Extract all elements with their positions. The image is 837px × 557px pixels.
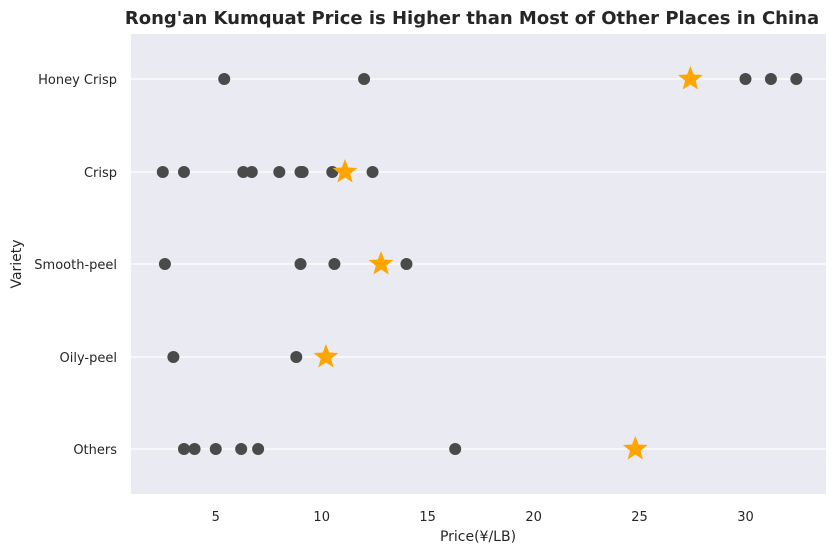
scatter-point xyxy=(273,166,286,178)
y-tick-label: Smooth-peel xyxy=(34,258,117,273)
y-tick-label: Others xyxy=(73,443,117,458)
scatter-point xyxy=(739,73,752,85)
y-tick-label: Oily-peel xyxy=(60,351,117,366)
scatter-point xyxy=(167,351,180,363)
y-tick-label: Honey Crisp xyxy=(38,73,117,88)
scatter-point xyxy=(209,443,222,455)
x-tick-label: 25 xyxy=(631,510,648,525)
scatter-point xyxy=(237,166,250,178)
highlight-star-point xyxy=(368,251,394,275)
scatter-point xyxy=(245,166,258,178)
scatter-point xyxy=(790,73,803,85)
scatter-point xyxy=(252,443,265,455)
scatter-point xyxy=(366,166,379,178)
highlight-star-point xyxy=(622,436,648,460)
data-points xyxy=(156,66,803,460)
highlight-star-point xyxy=(313,344,339,368)
y-axis-label: Variety xyxy=(9,239,25,288)
x-tick-label: 5 xyxy=(212,510,220,525)
highlight-star-point xyxy=(678,66,703,90)
scatter-point xyxy=(188,443,201,455)
chart-title: Rong'an Kumquat Price is Higher than Mos… xyxy=(125,8,819,29)
scatter-point xyxy=(235,443,248,455)
scatter-point xyxy=(294,258,307,270)
y-tick-label: Crisp xyxy=(84,166,117,181)
x-tick-label: 20 xyxy=(525,510,542,525)
highlight-star-point xyxy=(332,159,358,183)
scatter-point xyxy=(400,258,413,270)
scatter-point xyxy=(218,73,231,85)
scatter-point xyxy=(177,166,190,178)
scatter-point xyxy=(290,351,303,363)
scatter-point xyxy=(158,258,171,270)
scatter-point xyxy=(177,443,190,455)
scatter-point xyxy=(358,73,371,85)
x-tick-label: 15 xyxy=(419,510,436,525)
scatter-point xyxy=(328,258,341,270)
x-axis-label: Price(¥/LB) xyxy=(440,529,516,545)
x-axis-ticks: 5 10 15 20 25 30 xyxy=(212,510,754,525)
y-axis-ticks: Honey Crisp Crisp Smooth-peel Oily-peel Othe… xyxy=(34,73,117,458)
scatter-point xyxy=(764,73,777,85)
scatter-point xyxy=(449,443,462,455)
x-tick-label: 30 xyxy=(737,510,754,525)
scatter-point xyxy=(296,166,309,178)
x-tick-label: 10 xyxy=(313,510,330,525)
scatter-point xyxy=(156,166,169,178)
